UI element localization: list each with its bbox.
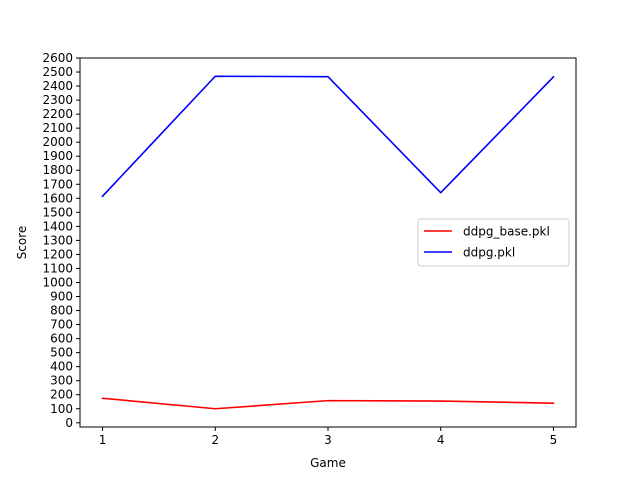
y-tick-label: 2000	[42, 135, 73, 149]
y-tick-label: 700	[50, 318, 73, 332]
x-tick-label: 1	[99, 433, 107, 447]
y-axis-label: Score	[15, 226, 29, 260]
y-tick-label: 1300	[42, 233, 73, 247]
y-tick-label: 300	[50, 374, 73, 388]
series-line-2	[101, 75, 555, 198]
y-tick-label: 2100	[42, 121, 73, 135]
series-layer	[101, 75, 555, 410]
x-tick-label: 5	[550, 433, 558, 447]
y-axis: 0100200300400500600700800900100011001200…	[42, 51, 80, 430]
legend-box	[417, 218, 570, 267]
legend-label: ddpg_base.pkl	[463, 225, 550, 239]
y-tick-label: 1700	[42, 177, 73, 191]
legend-label: ddpg.pkl	[463, 246, 515, 260]
y-tick-label: 1800	[42, 163, 73, 177]
y-tick-label: 800	[50, 304, 73, 318]
y-tick-label: 500	[50, 346, 73, 360]
y-tick-label: 1200	[42, 247, 73, 261]
y-tick-label: 900	[50, 290, 73, 304]
y-tick-label: 0	[65, 416, 73, 430]
y-tick-label: 600	[50, 332, 73, 346]
y-tick-label: 2300	[42, 93, 73, 107]
x-tick-label: 3	[324, 433, 332, 447]
y-tick-label: 1400	[42, 219, 73, 233]
y-tick-label: 2600	[42, 51, 73, 65]
series-line-1	[101, 397, 555, 410]
y-tick-label: 200	[50, 388, 73, 402]
y-tick-label: 1000	[42, 275, 73, 289]
y-tick-label: 1100	[42, 261, 73, 275]
y-tick-label: 400	[50, 360, 73, 374]
y-tick-label: 100	[50, 402, 73, 416]
x-axis-label: Game	[310, 456, 346, 470]
y-tick-label: 2500	[42, 65, 73, 79]
x-axis: 1 2 3 4 5	[99, 427, 558, 447]
x-tick-label: 2	[211, 433, 219, 447]
legend: ddpg_base.pkl ddpg.pkl	[417, 218, 570, 267]
y-tick-label: 1500	[42, 205, 73, 219]
y-tick-label: 2400	[42, 79, 73, 93]
y-tick-label: 2200	[42, 107, 73, 121]
y-tick-label: 1600	[42, 191, 73, 205]
y-tick-label: 1900	[42, 149, 73, 163]
x-tick-label: 4	[437, 433, 445, 447]
